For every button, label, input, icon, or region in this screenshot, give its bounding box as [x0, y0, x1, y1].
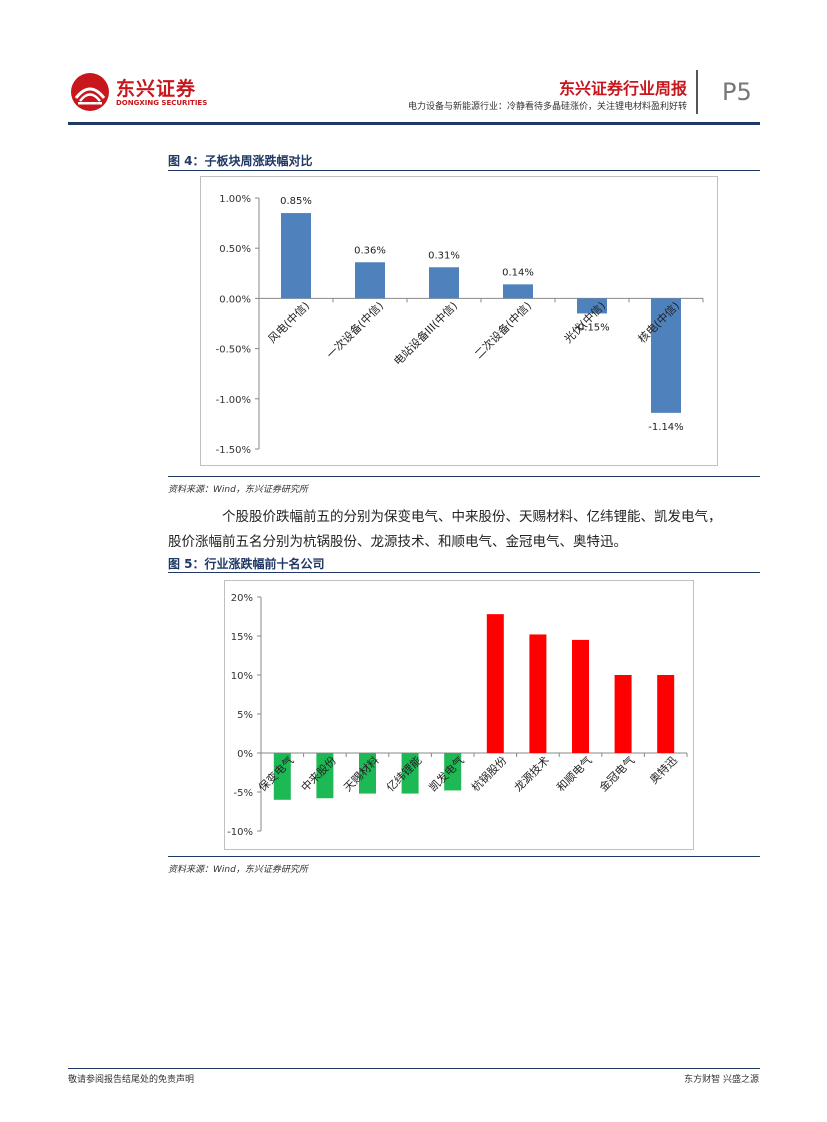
y-tick-label: -5% [234, 788, 253, 799]
x-category-label: 风电(中信) [266, 299, 312, 345]
data-label: 0.85% [280, 196, 312, 207]
x-category-label: 奥特迅 [647, 753, 680, 786]
paragraph-line-2: 股价涨幅前五名分别为杭锅股份、龙源技术、和顺电气、金冠电气、奥特迅。 [168, 534, 627, 550]
bar [503, 284, 533, 299]
figure5-chart: 20%15%10%5%0%-5%-10%保变电气 中来股份 天赐材料 亿纬锂能 凯发电气… [227, 593, 688, 838]
x-category-label: 杭锅股份 [468, 753, 509, 794]
bar [657, 675, 675, 753]
logo-name-cn: 东兴证券 [116, 78, 197, 100]
y-tick-label: 0.50% [219, 244, 251, 255]
figure5-bottom-rule [168, 856, 760, 857]
bar [572, 639, 589, 753]
bar [444, 753, 462, 791]
y-tick-label: 0.00% [219, 294, 251, 305]
bar [355, 262, 385, 299]
logo-emblem-icon [71, 73, 109, 111]
bar [429, 267, 459, 299]
footer-slogan: 东方财智 兴盛之源 [684, 1075, 759, 1085]
bar [316, 753, 334, 799]
logo-name-en: DONGXING SECURITIES [116, 99, 208, 107]
bar [486, 614, 504, 753]
x-category-label: 和顺电气 [554, 753, 595, 794]
y-tick-label: -10% [227, 827, 253, 838]
bar [577, 298, 607, 314]
figure5-chart-frame: 20% 15% 10% 5% 0% -5% -10% 保变电气 中来股份 天赐材料 亿纬锂能 凯发电气… [224, 580, 694, 850]
bar [273, 753, 291, 800]
bar [401, 753, 419, 794]
figure5-source: 资料来源：Wind，东兴证券研究所 [168, 865, 308, 875]
body-paragraph: 个股股价跌幅前五的分别为保变电气、中来股份、天赐材料、亿纬锂能、凯发电气， 股价… [168, 505, 760, 555]
x-category-label: 电站设备III(中信) [391, 299, 461, 369]
x-category-label: 金冠电气 [596, 753, 637, 794]
figure4-bottom-rule [168, 476, 760, 477]
figure4-title-rule [168, 170, 760, 171]
figure5-title-rule [168, 572, 760, 573]
y-tick-label: 1.00% [219, 194, 251, 205]
bar [359, 753, 376, 794]
figure4-title: 图 4：子板块周涨跌幅对比 [168, 154, 313, 168]
figure5-title: 图 5：行业涨跌幅前十名公司 [168, 557, 325, 571]
y-tick-label: 0% [237, 749, 253, 760]
y-tick-label: 10% [231, 671, 253, 682]
header-divider [696, 70, 698, 114]
data-label: 0.36% [354, 245, 386, 256]
report-subtitle: 电力设备与新能源行业：冷静看待多晶硅涨价，关注锂电材料盈利好转 [407, 102, 687, 112]
bar [651, 298, 681, 413]
y-tick-label: -1.00% [216, 395, 251, 406]
data-label: -0.15% [574, 322, 609, 333]
y-tick-label: -1.50% [216, 445, 251, 456]
company-logo: 东兴证券 DONGXING SECURITIES [70, 72, 220, 112]
bar [614, 675, 632, 753]
figure4-chart: 1.00% 0.50% 0.00% -0.50% -1.00% -1.50% 0.85% 风电… [216, 194, 704, 456]
y-tick-label: 5% [237, 710, 253, 721]
footer-disclaimer: 敬请参阅报告结尾处的免责声明 [68, 1075, 195, 1085]
footer-rule [68, 1068, 760, 1069]
figure4-source: 资料来源：Wind，东兴证券研究所 [168, 485, 308, 495]
x-category-label: 龙源技术 [511, 753, 552, 794]
x-category-label: 二次设备(中信) [471, 299, 534, 362]
data-label: 0.31% [428, 250, 460, 261]
data-label: -1.14% [648, 422, 683, 433]
page-number: P5 [722, 78, 752, 106]
bar [281, 213, 311, 299]
paragraph-line-1: 个股股价跌幅前五的分别为保变电气、中来股份、天赐材料、亿纬锂能、凯发电气， [222, 509, 722, 525]
y-tick-label: -0.50% [216, 345, 251, 356]
header-rule [68, 122, 760, 125]
data-label: 0.14% [502, 267, 534, 278]
figure4-chart-frame: 1.00% 0.50% 0.00% -0.50% -1.00% -1.50% 0.85% 风电… [200, 176, 718, 466]
bar [529, 634, 547, 753]
x-category-label: 一次设备(中信) [323, 299, 386, 362]
y-tick-label: 15% [231, 632, 253, 643]
y-tick-label: 20% [231, 593, 253, 604]
report-type: 东兴证券行业周报 [558, 79, 687, 98]
